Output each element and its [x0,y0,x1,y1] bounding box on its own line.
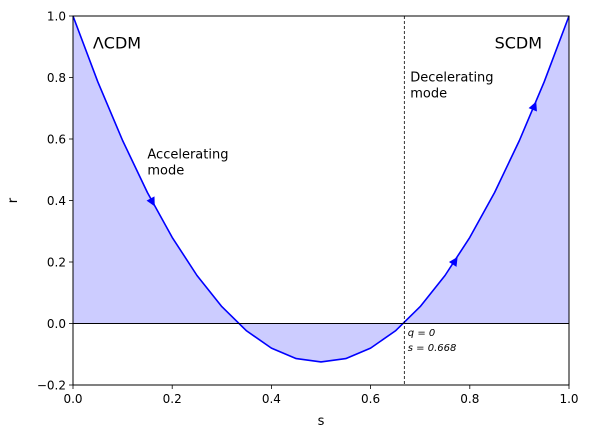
x-tick-label: 0.4 [262,392,281,406]
fill-area [73,16,569,362]
y-tick-label: 0.0 [47,317,66,331]
arrow-layer [146,101,537,267]
y-tick-label: 0.6 [47,133,66,147]
x-tick-label: 1.0 [559,392,578,406]
x-tick-label: 0.8 [460,392,479,406]
q-zero-annotation-line: q = 0 [408,328,435,339]
accelerating-label: Accelerating mode [147,147,228,178]
curve-layer [72,15,570,363]
y-tick-label: 0.8 [47,71,66,85]
accelerating-label-line: Accelerating [147,147,228,162]
x-tick-label: 0.2 [163,392,182,406]
direction-arrow [146,196,155,207]
direction-arrow [448,256,458,267]
decelerating-label: Decelerating mode [410,71,493,102]
series-line [72,15,570,363]
decelerating-label-line: mode [410,87,447,102]
y-tick-label: 0.2 [47,256,66,270]
lcdm-label: ΛCDM [93,34,141,53]
accelerating-label-line: mode [147,163,184,178]
y-axis-label: r [6,197,21,203]
direction-arrow [528,101,537,112]
y-tick-label: 1.0 [47,10,66,24]
y-tick-label: 0.4 [47,194,66,208]
x-axis-label: s [318,414,325,429]
tick-layer: 0.0 0.2 0.4 0.6 0.8 1.0−0.20.00.20.40.60.81.0 [37,10,579,407]
q-zero-annotation-line: s = 0.668 [408,343,457,354]
x-tick-label: 0.0 [63,392,82,406]
decelerating-label-line: Decelerating [410,71,493,86]
q-zero-annotation: q = 0 s = 0.668 [408,328,457,354]
scdm-label: SCDM [495,34,542,53]
fill-region [73,16,569,362]
y-tick-label: −0.2 [37,379,66,393]
x-tick-label: 0.6 [361,392,380,406]
reference-lines [73,16,569,385]
